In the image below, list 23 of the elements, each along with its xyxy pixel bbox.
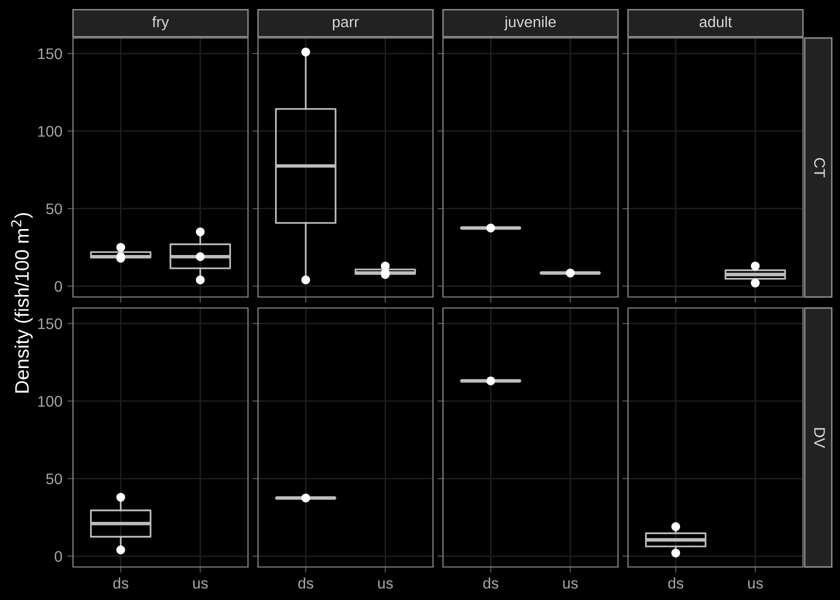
x-tick-label: ds: [298, 577, 314, 589]
x-tick-label: us: [378, 580, 393, 589]
x-tick-label: ds: [668, 577, 684, 589]
x-tick-label: ds: [483, 577, 498, 589]
y-tick-label: 150: [38, 318, 62, 330]
chart-title: fry: [152, 16, 169, 30]
x-tick-label: us: [193, 580, 208, 589]
y-tick-label: 100: [38, 396, 62, 407]
x-tick-label: ds: [113, 577, 128, 589]
y-tick-label: 50: [46, 473, 62, 484]
x-tick-label: us: [563, 580, 578, 589]
chart-title: parr: [332, 18, 359, 30]
y-axis-title: Density (fish/100 m$^{2}$): [11, 213, 33, 393]
y-tick-label: 0: [54, 551, 62, 562]
x-tick-label: us: [748, 580, 763, 589]
text: CT: [814, 158, 825, 178]
y-tick-label: 50: [46, 203, 62, 214]
text: DV: [814, 428, 825, 448]
y-tick-label: 0: [54, 281, 62, 292]
y-tick-label: 100: [38, 126, 62, 137]
chart-title: adult: [700, 16, 732, 28]
y-tick-label: 150: [38, 48, 62, 60]
chart-title: juvenile: [504, 16, 556, 30]
